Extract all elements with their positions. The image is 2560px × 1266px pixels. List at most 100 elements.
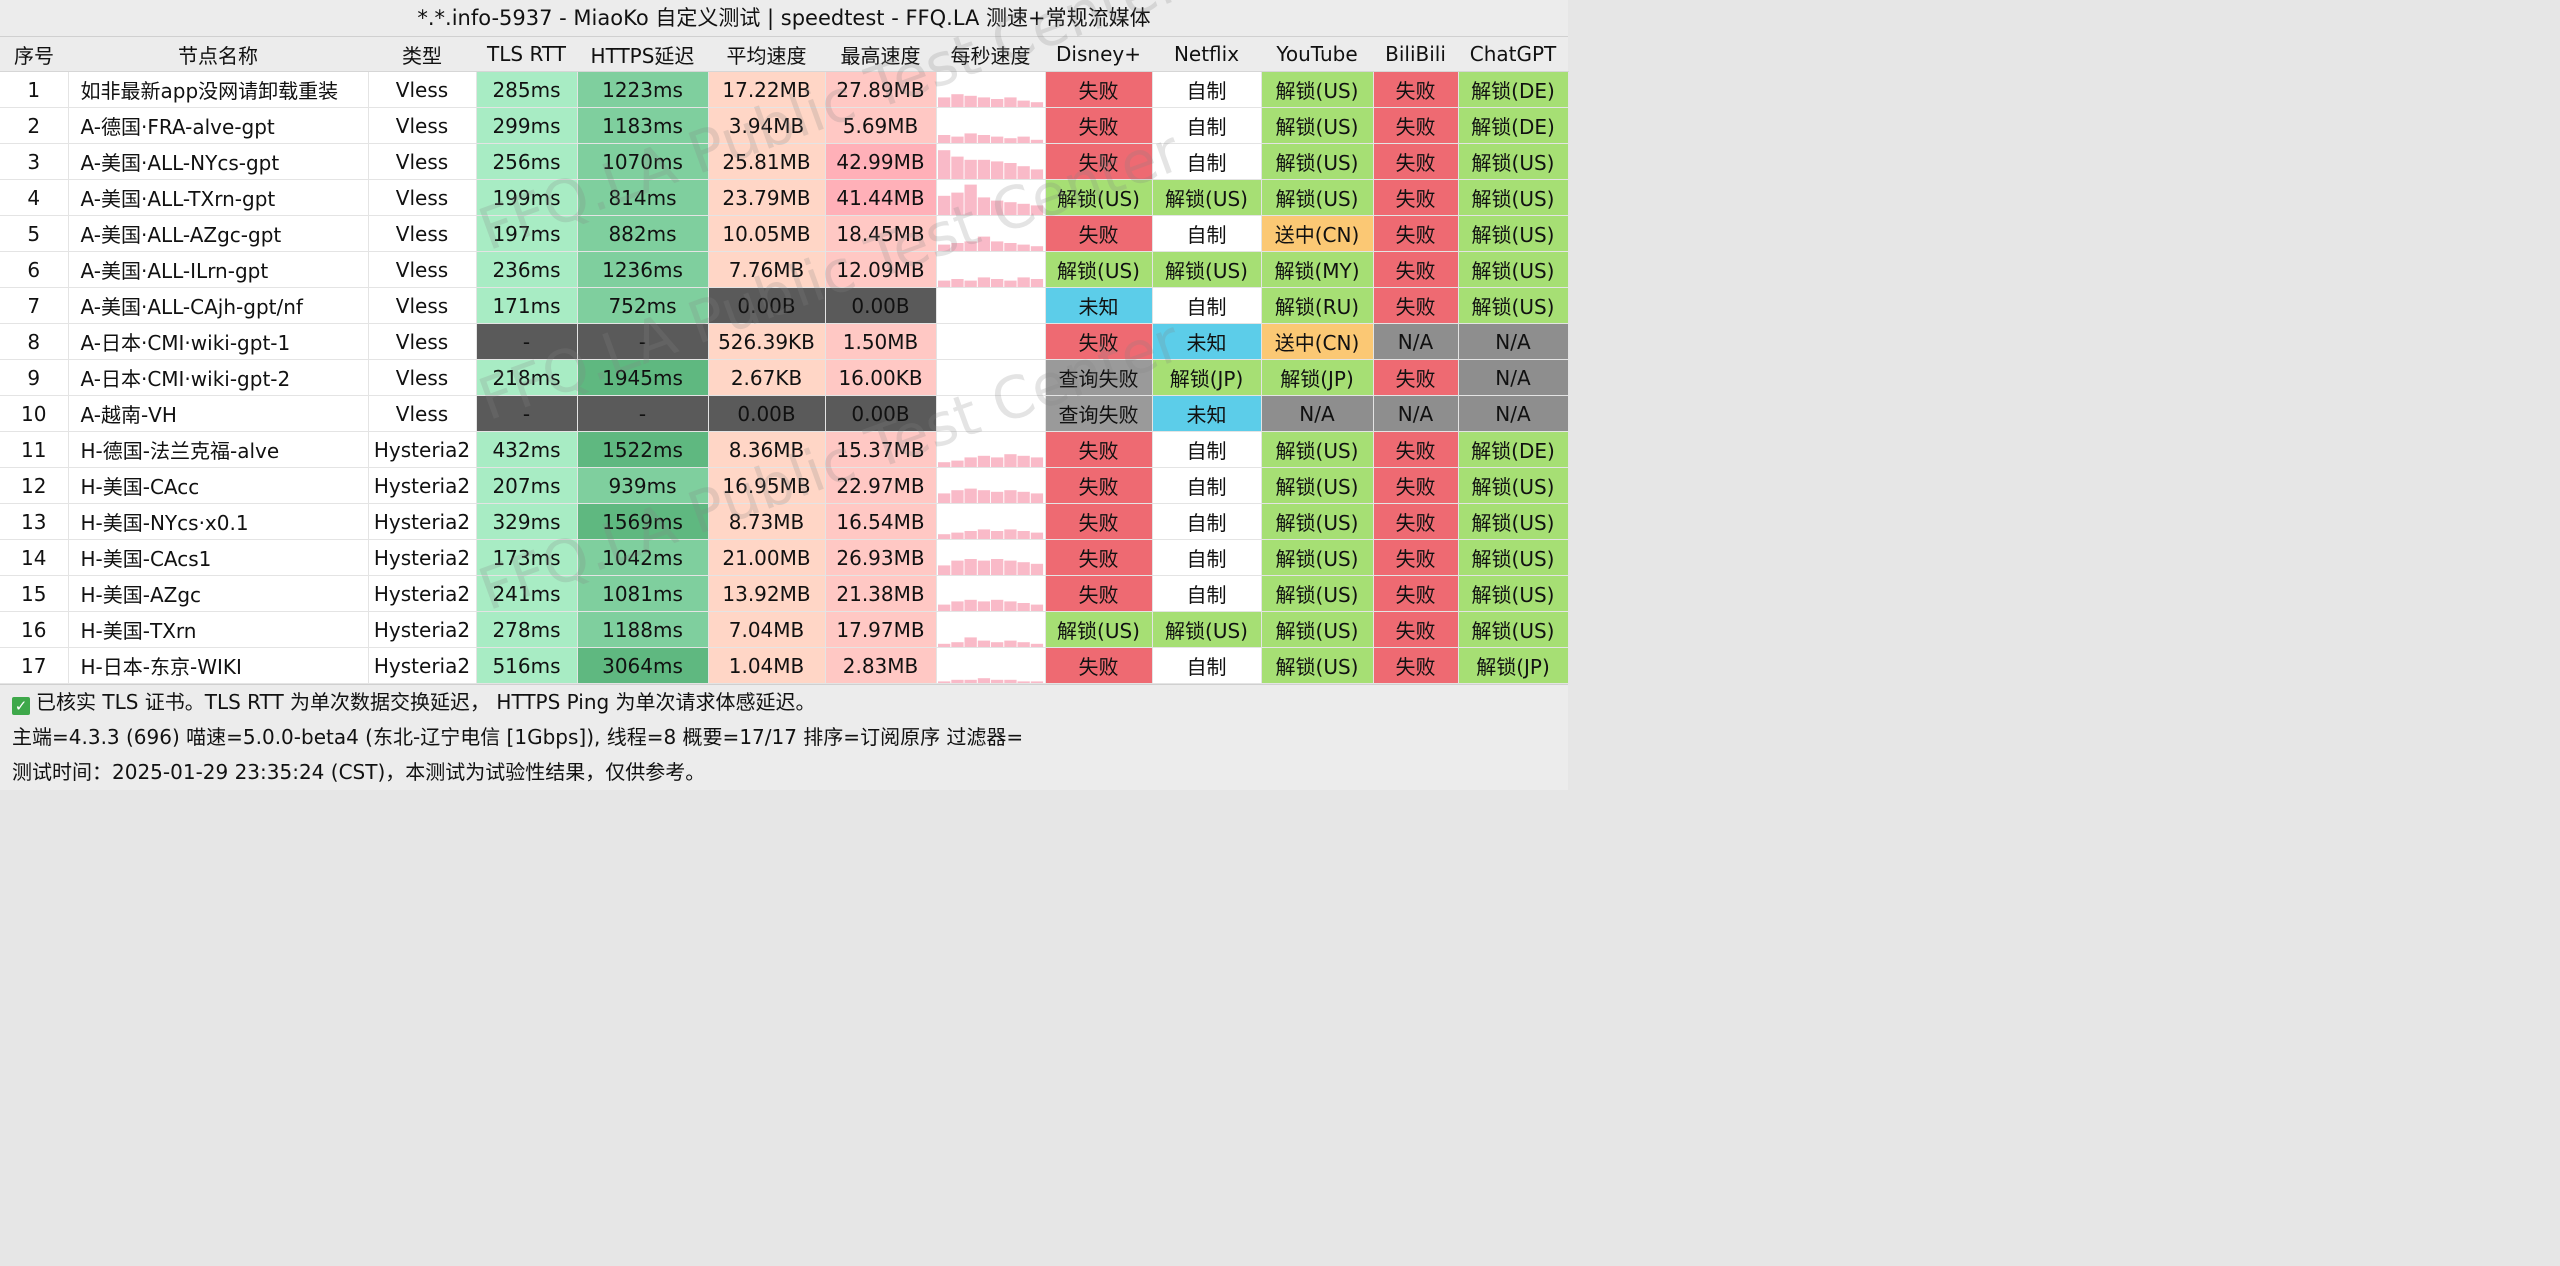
cell-netflix-status: 解锁(US)	[1152, 611, 1262, 648]
table-row[interactable]: 7 A-美国·ALL-CAjh-gpt/nf Vless 171ms 752ms 0.00…	[0, 287, 1569, 324]
cell-netflix-status: 自制	[1152, 215, 1262, 252]
col-header-node-name[interactable]: 节点名称	[68, 37, 368, 72]
sparkline-bar	[1030, 492, 1043, 503]
col-header-max-speed[interactable]: 最高速度	[825, 37, 936, 72]
cell-index: 15	[0, 575, 69, 612]
table-row[interactable]: 4 A-美国·ALL-TXrn-gpt Vless 199ms 814ms 23.79MB…	[0, 179, 1569, 216]
col-header-type[interactable]: 类型	[368, 37, 476, 72]
sparkline-bar	[1017, 455, 1030, 467]
cell-max-speed: 1.50MB	[825, 323, 937, 360]
cell-chatgpt-status: 解锁(DE)	[1458, 431, 1569, 468]
speedtest-results-table: 序号 节点名称 类型 TLS RTT HTTPS延迟 平均速度 最高速度 每秒速…	[0, 37, 1569, 684]
cell-node-name: H-日本-东京-WIKI	[68, 647, 369, 684]
cell-avg-speed: 7.76MB	[708, 251, 826, 288]
sparkline-bar	[937, 134, 950, 143]
col-header-chatgpt[interactable]: ChatGPT	[1458, 37, 1568, 72]
sparkline-bar	[1003, 560, 1017, 575]
sparkline-bar	[1030, 680, 1043, 683]
cell-node-name: A-越南-VH	[68, 395, 369, 432]
cell-https-latency: 882ms	[577, 215, 709, 252]
sparkline-bar	[990, 641, 1003, 647]
col-header-index[interactable]: 序号	[0, 37, 68, 72]
cell-youtube-status: 送中(CN)	[1261, 323, 1374, 360]
cell-tls-rtt: 218ms	[476, 359, 578, 396]
cell-tls-rtt: 432ms	[476, 431, 578, 468]
col-header-netflix[interactable]: Netflix	[1152, 37, 1261, 72]
sparkline-bar	[1030, 532, 1043, 539]
cell-avg-speed: 3.94MB	[708, 107, 826, 144]
cell-index: 12	[0, 467, 69, 504]
cell-chatgpt-status: N/A	[1458, 395, 1569, 432]
sparkline-bar	[1003, 96, 1017, 107]
sparkline-bar	[950, 242, 964, 251]
table-row[interactable]: 12 H-美国-CAcc Hysteria2 207ms 939ms 16.95MB 22.…	[0, 467, 1569, 504]
cell-chatgpt-status: 解锁(DE)	[1458, 71, 1569, 108]
cell-disney-status: 失败	[1045, 143, 1153, 180]
table-row[interactable]: 15 H-美国-AZgc Hysteria2 241ms 1081ms 13.92MB 21…	[0, 575, 1569, 612]
table-row[interactable]: 2 A-德国·FRA-alve-gpt Vless 299ms 1183ms 3.94MB…	[0, 107, 1569, 144]
col-header-tls-rtt[interactable]: TLS RTT	[476, 37, 577, 72]
cell-disney-status: 失败	[1045, 107, 1153, 144]
cell-node-name: A-德国·FRA-alve-gpt	[68, 107, 369, 144]
sparkline-bar	[1003, 640, 1017, 647]
cell-bilibili-status: 失败	[1373, 503, 1459, 540]
col-header-bilibili[interactable]: BiliBili	[1373, 37, 1458, 72]
table-row[interactable]: 6 A-美国·ALL-ILrn-gpt Vless 236ms 1236ms 7.76MB…	[0, 251, 1569, 288]
table-row[interactable]: 14 H-美国-CAcs1 Hysteria2 173ms 1042ms 21.00MB 2…	[0, 539, 1569, 576]
table-row[interactable]: 8 A-日本·CMI·wiki-gpt-1 Vless - -526.39KB 1.50M…	[0, 323, 1569, 360]
table-row[interactable]: 11 H-德国-法兰克福-alve Hysteria2 432ms 1522ms 8.36…	[0, 431, 1569, 468]
cell-https-latency: 1945ms	[577, 359, 709, 396]
cell-tls-rtt: -	[476, 395, 578, 432]
cell-bilibili-status: 失败	[1373, 215, 1459, 252]
table-row[interactable]: 3 A-美国·ALL-NYcs-gpt Vless 256ms 1070ms 25.81M…	[0, 143, 1569, 180]
sparkline-bar	[937, 643, 950, 647]
sparkline-bar	[937, 149, 950, 179]
sparkline-bar	[990, 491, 1003, 503]
cell-https-latency: 3064ms	[577, 647, 709, 684]
table-row[interactable]: 17 H-日本-东京-WIKI Hysteria2 516ms 3064ms 1.04MB…	[0, 647, 1569, 684]
cell-bilibili-status: 失败	[1373, 251, 1459, 288]
cell-disney-status: 失败	[1045, 647, 1153, 684]
cell-netflix-status: 自制	[1152, 647, 1262, 684]
cell-node-name: H-美国-CAcs1	[68, 539, 369, 576]
table-row[interactable]: 5 A-美国·ALL-AZgc-gpt Vless 197ms 882ms 10.05MB…	[0, 215, 1569, 252]
cell-avg-speed: 8.36MB	[708, 431, 826, 468]
cell-bilibili-status: 失败	[1373, 467, 1459, 504]
tls-note-text: 已核实 TLS 证书。TLS RTT 为单次数据交换延迟， HTTPS Ping…	[36, 690, 816, 714]
table-row[interactable]: 10 A-越南-VH Vless - -0.00B 0.00B 查询失败 未知 N/A N/A N/…	[0, 395, 1569, 432]
col-header-disney[interactable]: Disney+	[1045, 37, 1152, 72]
col-header-https-latency[interactable]: HTTPS延迟	[577, 37, 708, 72]
col-header-per-second-speed[interactable]: 每秒速度	[936, 37, 1045, 72]
cell-disney-status: 失败	[1045, 467, 1153, 504]
sparkline-bar	[964, 679, 977, 683]
cell-netflix-status: 自制	[1152, 575, 1262, 612]
cell-per-second-speed	[936, 431, 1046, 468]
cell-max-speed: 15.37MB	[825, 431, 937, 468]
sparkline-bar	[1030, 245, 1043, 251]
cell-https-latency: -	[577, 395, 709, 432]
col-header-avg-speed[interactable]: 平均速度	[708, 37, 825, 72]
cell-disney-status: 失败	[1045, 71, 1153, 108]
sparkline-bar	[964, 558, 977, 575]
cell-type: Hysteria2	[368, 647, 477, 684]
table-row[interactable]: 1 如非最新app没网请卸载重装 Vless 285ms 1223ms 17.22MB 27…	[0, 71, 1569, 108]
cell-node-name: A-美国·ALL-ILrn-gpt	[68, 251, 369, 288]
sparkline-bar	[1003, 679, 1017, 683]
table-row[interactable]: 16 H-美国-TXrn Hysteria2 278ms 1188ms 7.04MB 17.…	[0, 611, 1569, 648]
cell-node-name: A-美国·ALL-AZgc-gpt	[68, 215, 369, 252]
cell-per-second-speed	[936, 323, 1046, 360]
table-row[interactable]: 9 A-日本·CMI·wiki-gpt-2 Vless 218ms 1945ms 2.67…	[0, 359, 1569, 396]
cell-disney-status: 失败	[1045, 539, 1153, 576]
sparkline-bar	[937, 195, 950, 215]
sparkline-bar	[1030, 456, 1043, 467]
cell-type: Vless	[368, 287, 477, 324]
sparkline-bar	[977, 677, 990, 683]
sparkline-bar	[950, 93, 964, 107]
cell-netflix-status: 解锁(JP)	[1152, 359, 1262, 396]
cell-index: 14	[0, 539, 69, 576]
table-row[interactable]: 13 H-美国-NYcs·x0.1 Hysteria2 329ms 1569ms 8.73…	[0, 503, 1569, 540]
col-header-youtube[interactable]: YouTube	[1261, 37, 1373, 72]
cell-bilibili-status: N/A	[1373, 395, 1459, 432]
cell-per-second-speed	[936, 251, 1046, 288]
sparkline-bar	[964, 456, 977, 467]
